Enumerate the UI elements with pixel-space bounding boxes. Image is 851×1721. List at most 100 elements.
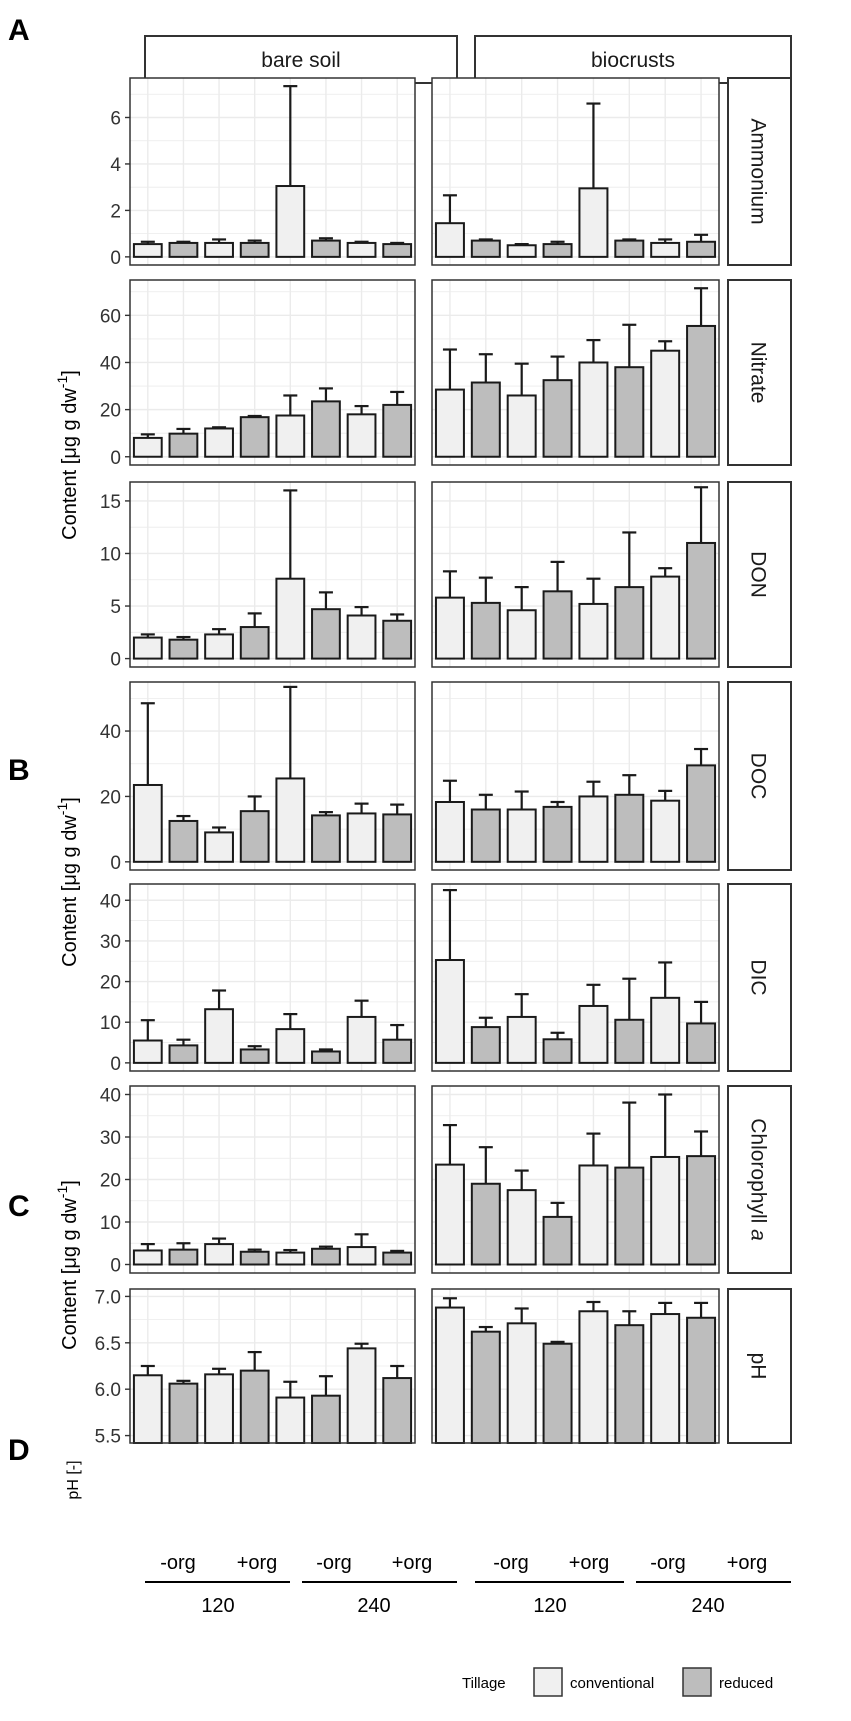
bar-doc-biocrusts-6 xyxy=(650,799,681,863)
bar-ammonium-bare-soil-2 xyxy=(204,241,234,258)
bar-ammonium-bare-soil-1 xyxy=(168,241,199,258)
ytick-label-nitrate-2: 40 xyxy=(100,353,121,374)
panel-ammonium-biocrusts xyxy=(432,78,719,265)
bar-ammonium-bare-soil-6 xyxy=(346,241,377,258)
bar-don-biocrusts-7 xyxy=(686,541,717,660)
bar-ph-biocrusts-4 xyxy=(578,1310,609,1444)
ytick-label-nitrate-0: 0 xyxy=(110,448,121,469)
panel-letter-c: C xyxy=(8,1190,30,1223)
bar-dic-biocrusts-7 xyxy=(686,1022,717,1064)
bar-ph-bare-soil-4 xyxy=(275,1396,306,1444)
ytick-label-ph-0: 5.5 xyxy=(95,1427,121,1448)
bar-doc-bare-soil-6 xyxy=(346,812,377,863)
bar-dic-bare-soil-5 xyxy=(311,1050,341,1064)
row-strip-doc xyxy=(727,681,792,871)
x-axis-labels: -org +org -org +org -org +org -org +org … xyxy=(145,1552,791,1617)
bar-ammonium-bare-soil-7 xyxy=(382,243,413,258)
bar-dic-biocrusts-5 xyxy=(614,1018,645,1064)
panel-border-dic-biocrusts xyxy=(431,883,720,1072)
row-strip-chlorophyll-a xyxy=(727,1085,792,1274)
bar-dic-bare-soil-1 xyxy=(168,1044,199,1064)
bar-ph-biocrusts-7 xyxy=(686,1316,717,1444)
x-tick-bare-240-plus-org: +org xyxy=(392,1552,433,1574)
bar-dic-bare-soil-3 xyxy=(239,1048,270,1064)
bar-ammonium-biocrusts-2 xyxy=(506,244,537,258)
y-axis-title-b-end: ] xyxy=(59,797,81,803)
ytick-label-don-3: 15 xyxy=(100,492,121,513)
row-strip-label-dic: DIC xyxy=(747,959,770,995)
panel-border-nitrate-biocrusts xyxy=(431,279,720,466)
row-strip-label-chlorophyll-italic: a xyxy=(747,1229,770,1241)
ytick-label-chlorophyll-a-3: 30 xyxy=(100,1128,121,1149)
bar-ph-bare-soil-1 xyxy=(168,1382,199,1444)
bar-chlorophyll-a-biocrusts-6 xyxy=(650,1155,681,1266)
ytick-label-ph-2: 6.5 xyxy=(95,1334,121,1355)
bar-chlorophyll-a-biocrusts-1 xyxy=(470,1182,501,1266)
panel-border-doc-biocrusts xyxy=(431,681,720,871)
bar-nitrate-biocrusts-7 xyxy=(686,324,717,458)
facet-panels: 0 2 4 6 Ammonium 0 20 40 60 Nitrate 0 5 10 15 DON 0 20 40… xyxy=(95,77,792,1448)
bar-chlorophyll-a-bare-soil-0 xyxy=(132,1249,163,1266)
bar-don-bare-soil-5 xyxy=(311,608,341,660)
row-strip-label-nitrate: Nitrate xyxy=(747,342,770,404)
bar-ph-bare-soil-6 xyxy=(346,1347,377,1445)
ytick-label-ph-3: 7.0 xyxy=(95,1287,121,1308)
ytick-label-dic-3: 30 xyxy=(100,932,121,953)
bar-doc-biocrusts-1 xyxy=(470,808,501,863)
bar-don-bare-soil-7 xyxy=(382,619,413,660)
bar-nitrate-bare-soil-2 xyxy=(204,427,234,458)
bar-chlorophyll-a-bare-soil-5 xyxy=(311,1247,341,1266)
y-axis-title-c-text: Content [μg g dw xyxy=(59,1198,81,1350)
bar-nitrate-biocrusts-0 xyxy=(434,388,465,458)
y-axis-title-b-text: Content [μg g dw xyxy=(59,815,81,967)
bar-ammonium-biocrusts-7 xyxy=(686,240,717,258)
bar-dic-bare-soil-4 xyxy=(275,1028,306,1064)
bar-chlorophyll-a-bare-soil-1 xyxy=(168,1248,199,1266)
bar-ph-bare-soil-3 xyxy=(239,1369,270,1444)
ytick-label-dic-4: 40 xyxy=(100,891,121,912)
y-axis-title-a-text: Content [μg g dw xyxy=(59,388,81,540)
row-strip-label-ammonium: Ammonium xyxy=(747,118,770,224)
row-strip-label-chlorophyll-text: Chlorophyll xyxy=(747,1118,770,1229)
bar-dic-bare-soil-2 xyxy=(204,1008,234,1064)
ytick-label-dic-2: 20 xyxy=(100,973,121,994)
x-tick-bare-120-minus-org: -org xyxy=(160,1552,196,1574)
bar-doc-biocrusts-0 xyxy=(434,800,465,863)
bar-ph-biocrusts-0 xyxy=(434,1306,465,1444)
ytick-label-don-2: 10 xyxy=(100,544,121,565)
bar-doc-biocrusts-2 xyxy=(506,808,537,863)
ytick-label-dic-0: 0 xyxy=(110,1054,121,1075)
bar-ph-biocrusts-2 xyxy=(506,1322,537,1445)
row-strip-don xyxy=(727,481,792,668)
facet-strip-bare-soil xyxy=(144,35,458,84)
bar-don-bare-soil-2 xyxy=(204,633,234,660)
panel-letter-d: D xyxy=(8,1434,30,1467)
bar-ph-biocrusts-1 xyxy=(470,1330,501,1444)
bar-doc-biocrusts-7 xyxy=(686,764,717,863)
bar-dic-biocrusts-6 xyxy=(650,996,681,1064)
bar-ammonium-biocrusts-0 xyxy=(434,222,465,258)
facet-label-biocrusts: biocrusts xyxy=(591,49,675,72)
panel-border-don-biocrusts xyxy=(431,481,720,668)
ytick-label-ammonium-1: 2 xyxy=(110,201,121,222)
ytick-label-nitrate-3: 60 xyxy=(100,306,121,327)
bar-ph-bare-soil-2 xyxy=(204,1373,234,1444)
row-strip-nitrate xyxy=(727,279,792,466)
bar-ph-bare-soil-7 xyxy=(382,1377,413,1444)
bar-nitrate-biocrusts-3 xyxy=(542,379,573,458)
x-tick-bio-120-minus-org: -org xyxy=(493,1552,529,1574)
bar-ph-biocrusts-3 xyxy=(542,1342,573,1445)
legend-swatch-conventional xyxy=(533,1667,563,1697)
bar-doc-biocrusts-4 xyxy=(578,795,609,863)
ytick-label-chlorophyll-a-4: 40 xyxy=(100,1086,121,1107)
ytick-label-ammonium-3: 6 xyxy=(110,108,121,129)
bar-ph-biocrusts-5 xyxy=(614,1324,645,1444)
panel-letter-b: B xyxy=(8,754,30,787)
bar-nitrate-biocrusts-2 xyxy=(506,394,537,458)
ytick-label-don-1: 5 xyxy=(110,597,121,618)
bar-don-biocrusts-2 xyxy=(506,609,537,660)
legend-swatch-reduced xyxy=(682,1667,712,1697)
bar-doc-bare-soil-7 xyxy=(382,813,413,863)
x-tick-bio-240-minus-org: -org xyxy=(650,1552,686,1574)
